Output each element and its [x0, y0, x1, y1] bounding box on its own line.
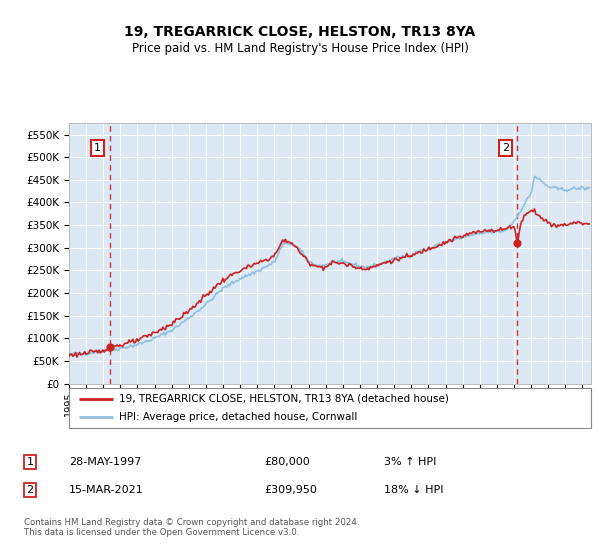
Text: 15-MAR-2021: 15-MAR-2021: [69, 485, 144, 495]
FancyBboxPatch shape: [69, 388, 591, 428]
Text: 3% ↑ HPI: 3% ↑ HPI: [384, 457, 436, 467]
Text: 28-MAY-1997: 28-MAY-1997: [69, 457, 142, 467]
Point: [512, 239, 522, 248]
Text: £309,950: £309,950: [264, 485, 317, 495]
Text: Contains HM Land Registry data © Crown copyright and database right 2024.
This d: Contains HM Land Registry data © Crown c…: [24, 518, 359, 538]
Text: £80,000: £80,000: [264, 457, 310, 467]
Text: 19, TREGARRICK CLOSE, HELSTON, TR13 8YA (detached house): 19, TREGARRICK CLOSE, HELSTON, TR13 8YA …: [119, 394, 448, 404]
Point: [105, 343, 115, 352]
Text: 2: 2: [26, 485, 34, 495]
Text: 1: 1: [26, 457, 34, 467]
Text: HPI: Average price, detached house, Cornwall: HPI: Average price, detached house, Corn…: [119, 412, 357, 422]
Text: 2: 2: [502, 143, 509, 153]
Text: 19, TREGARRICK CLOSE, HELSTON, TR13 8YA: 19, TREGARRICK CLOSE, HELSTON, TR13 8YA: [124, 25, 476, 39]
Text: 18% ↓ HPI: 18% ↓ HPI: [384, 485, 443, 495]
Text: Price paid vs. HM Land Registry's House Price Index (HPI): Price paid vs. HM Land Registry's House …: [131, 42, 469, 55]
Text: 1: 1: [94, 143, 101, 153]
